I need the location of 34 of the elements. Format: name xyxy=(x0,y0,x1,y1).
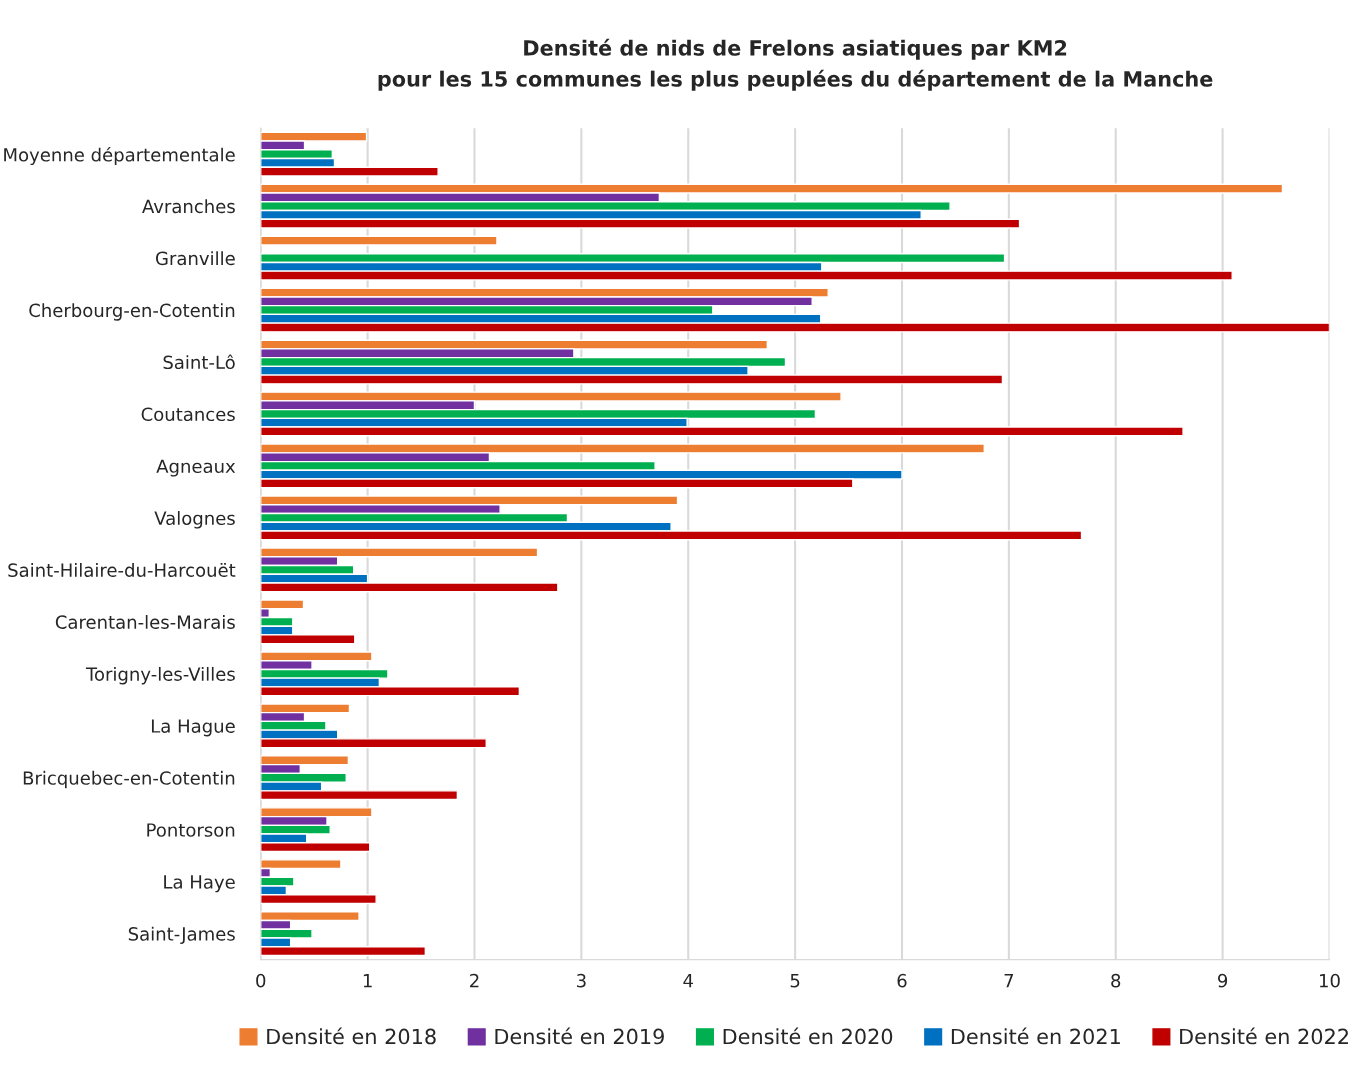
y-tick-label: Moyenne départementale xyxy=(4,146,235,166)
x-tick-label: 1 xyxy=(363,974,372,988)
y-tick-label: La Haye xyxy=(164,875,235,893)
x-tick-label: 9 xyxy=(1218,973,1228,988)
legend-label: Densité en 2021 xyxy=(951,1027,1120,1045)
y-tick-label: Granville xyxy=(155,251,235,266)
y-tick-label: Saint-Hilaire-du-Harcouët xyxy=(8,563,236,577)
chart-title: Densité de nids de Frelons asiatiques par KM2 pour les 15 communes les plus peuplées du département de la Manche xyxy=(378,38,1213,91)
y-tick-label: Coutances xyxy=(141,407,235,422)
y-tick-label: Torigny-les-Villes xyxy=(85,666,235,685)
legend-label: Densité en 2020 xyxy=(723,1027,893,1045)
x-tick-label: 4 xyxy=(683,974,693,988)
y-tick-label: Saint-James xyxy=(128,926,235,945)
x-tick-label: 3 xyxy=(576,973,586,988)
x-tick-label: 7 xyxy=(1004,974,1014,988)
legend-label: Densité en 2022 xyxy=(1180,1027,1348,1045)
legend-label: Densité en 2019 xyxy=(495,1027,664,1045)
y-tick-label: Agneaux xyxy=(156,459,236,477)
y-tick-label: Carentan-les-Marais xyxy=(55,614,235,629)
x-tick-label: 10 xyxy=(1319,973,1340,988)
legend-label: Densité en 2018 xyxy=(267,1027,436,1045)
y-tick-label: Pontorson xyxy=(147,823,235,837)
y-tick-label: La Hague xyxy=(151,719,235,737)
x-tick-label: 6 xyxy=(897,973,907,988)
y-tick-label: Bricquebec-en-Cotentin xyxy=(23,770,235,789)
x-tick-label: 5 xyxy=(790,974,800,988)
y-tick-label: Valognes xyxy=(154,511,235,529)
y-tick-label: Cherbourg-en-Cotentin xyxy=(29,303,235,321)
bar xyxy=(260,235,498,246)
x-tick-label: 2 xyxy=(470,973,479,988)
y-tick-label: Saint-Lô xyxy=(163,354,235,370)
x-tick-label: 0 xyxy=(256,973,266,988)
y-tick-label: Avranches xyxy=(142,199,235,214)
x-tick-label: 8 xyxy=(1111,973,1121,988)
